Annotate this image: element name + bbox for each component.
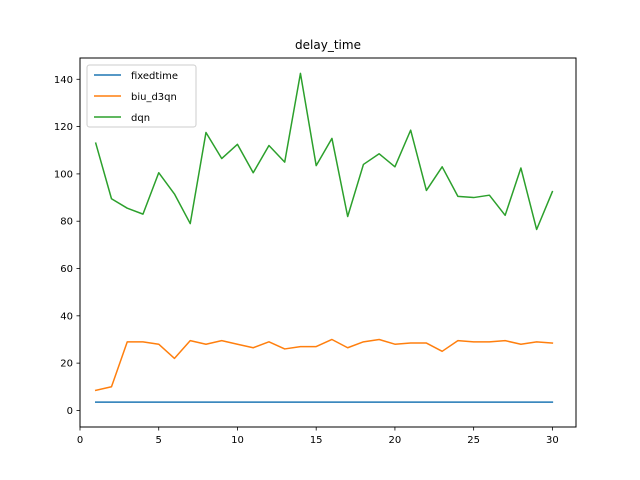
x-axis: 0 5 10 15 20 25 30 <box>77 427 559 446</box>
legend-box <box>86 64 197 128</box>
y-tick-label: 20 <box>60 359 73 370</box>
legend-label-biu_d3qn: biu_d3qn <box>131 92 177 103</box>
y-tick-label: 140 <box>54 75 73 86</box>
plot-frame <box>79 57 577 428</box>
y-tick-label: 40 <box>60 311 73 322</box>
x-tick-label: 15 <box>310 435 323 446</box>
chart-title: delay_time <box>295 38 361 52</box>
y-tick-label: 60 <box>60 264 73 275</box>
x-tick-label: 30 <box>546 435 559 446</box>
x-tick-label: 25 <box>467 435 480 446</box>
y-tick-label: 0 <box>67 406 73 417</box>
y-tick-label: 100 <box>54 169 73 180</box>
x-tick-label: 10 <box>231 435 244 446</box>
x-tick-label: 0 <box>77 435 83 446</box>
legend-label-dqn: dqn <box>131 113 150 124</box>
series-line-biu_d3qn <box>94 338 554 392</box>
y-tick-label: 80 <box>60 217 73 228</box>
series-line-dqn <box>94 72 554 231</box>
legend-label-fixedtime: fixedtime <box>131 71 178 82</box>
series-layer <box>94 72 554 403</box>
y-axis: 0 20 40 60 80 100 120 140 <box>54 75 80 417</box>
y-tick-label: 120 <box>54 122 73 133</box>
x-tick-label: 20 <box>389 435 402 446</box>
x-tick-label: 5 <box>156 435 162 446</box>
